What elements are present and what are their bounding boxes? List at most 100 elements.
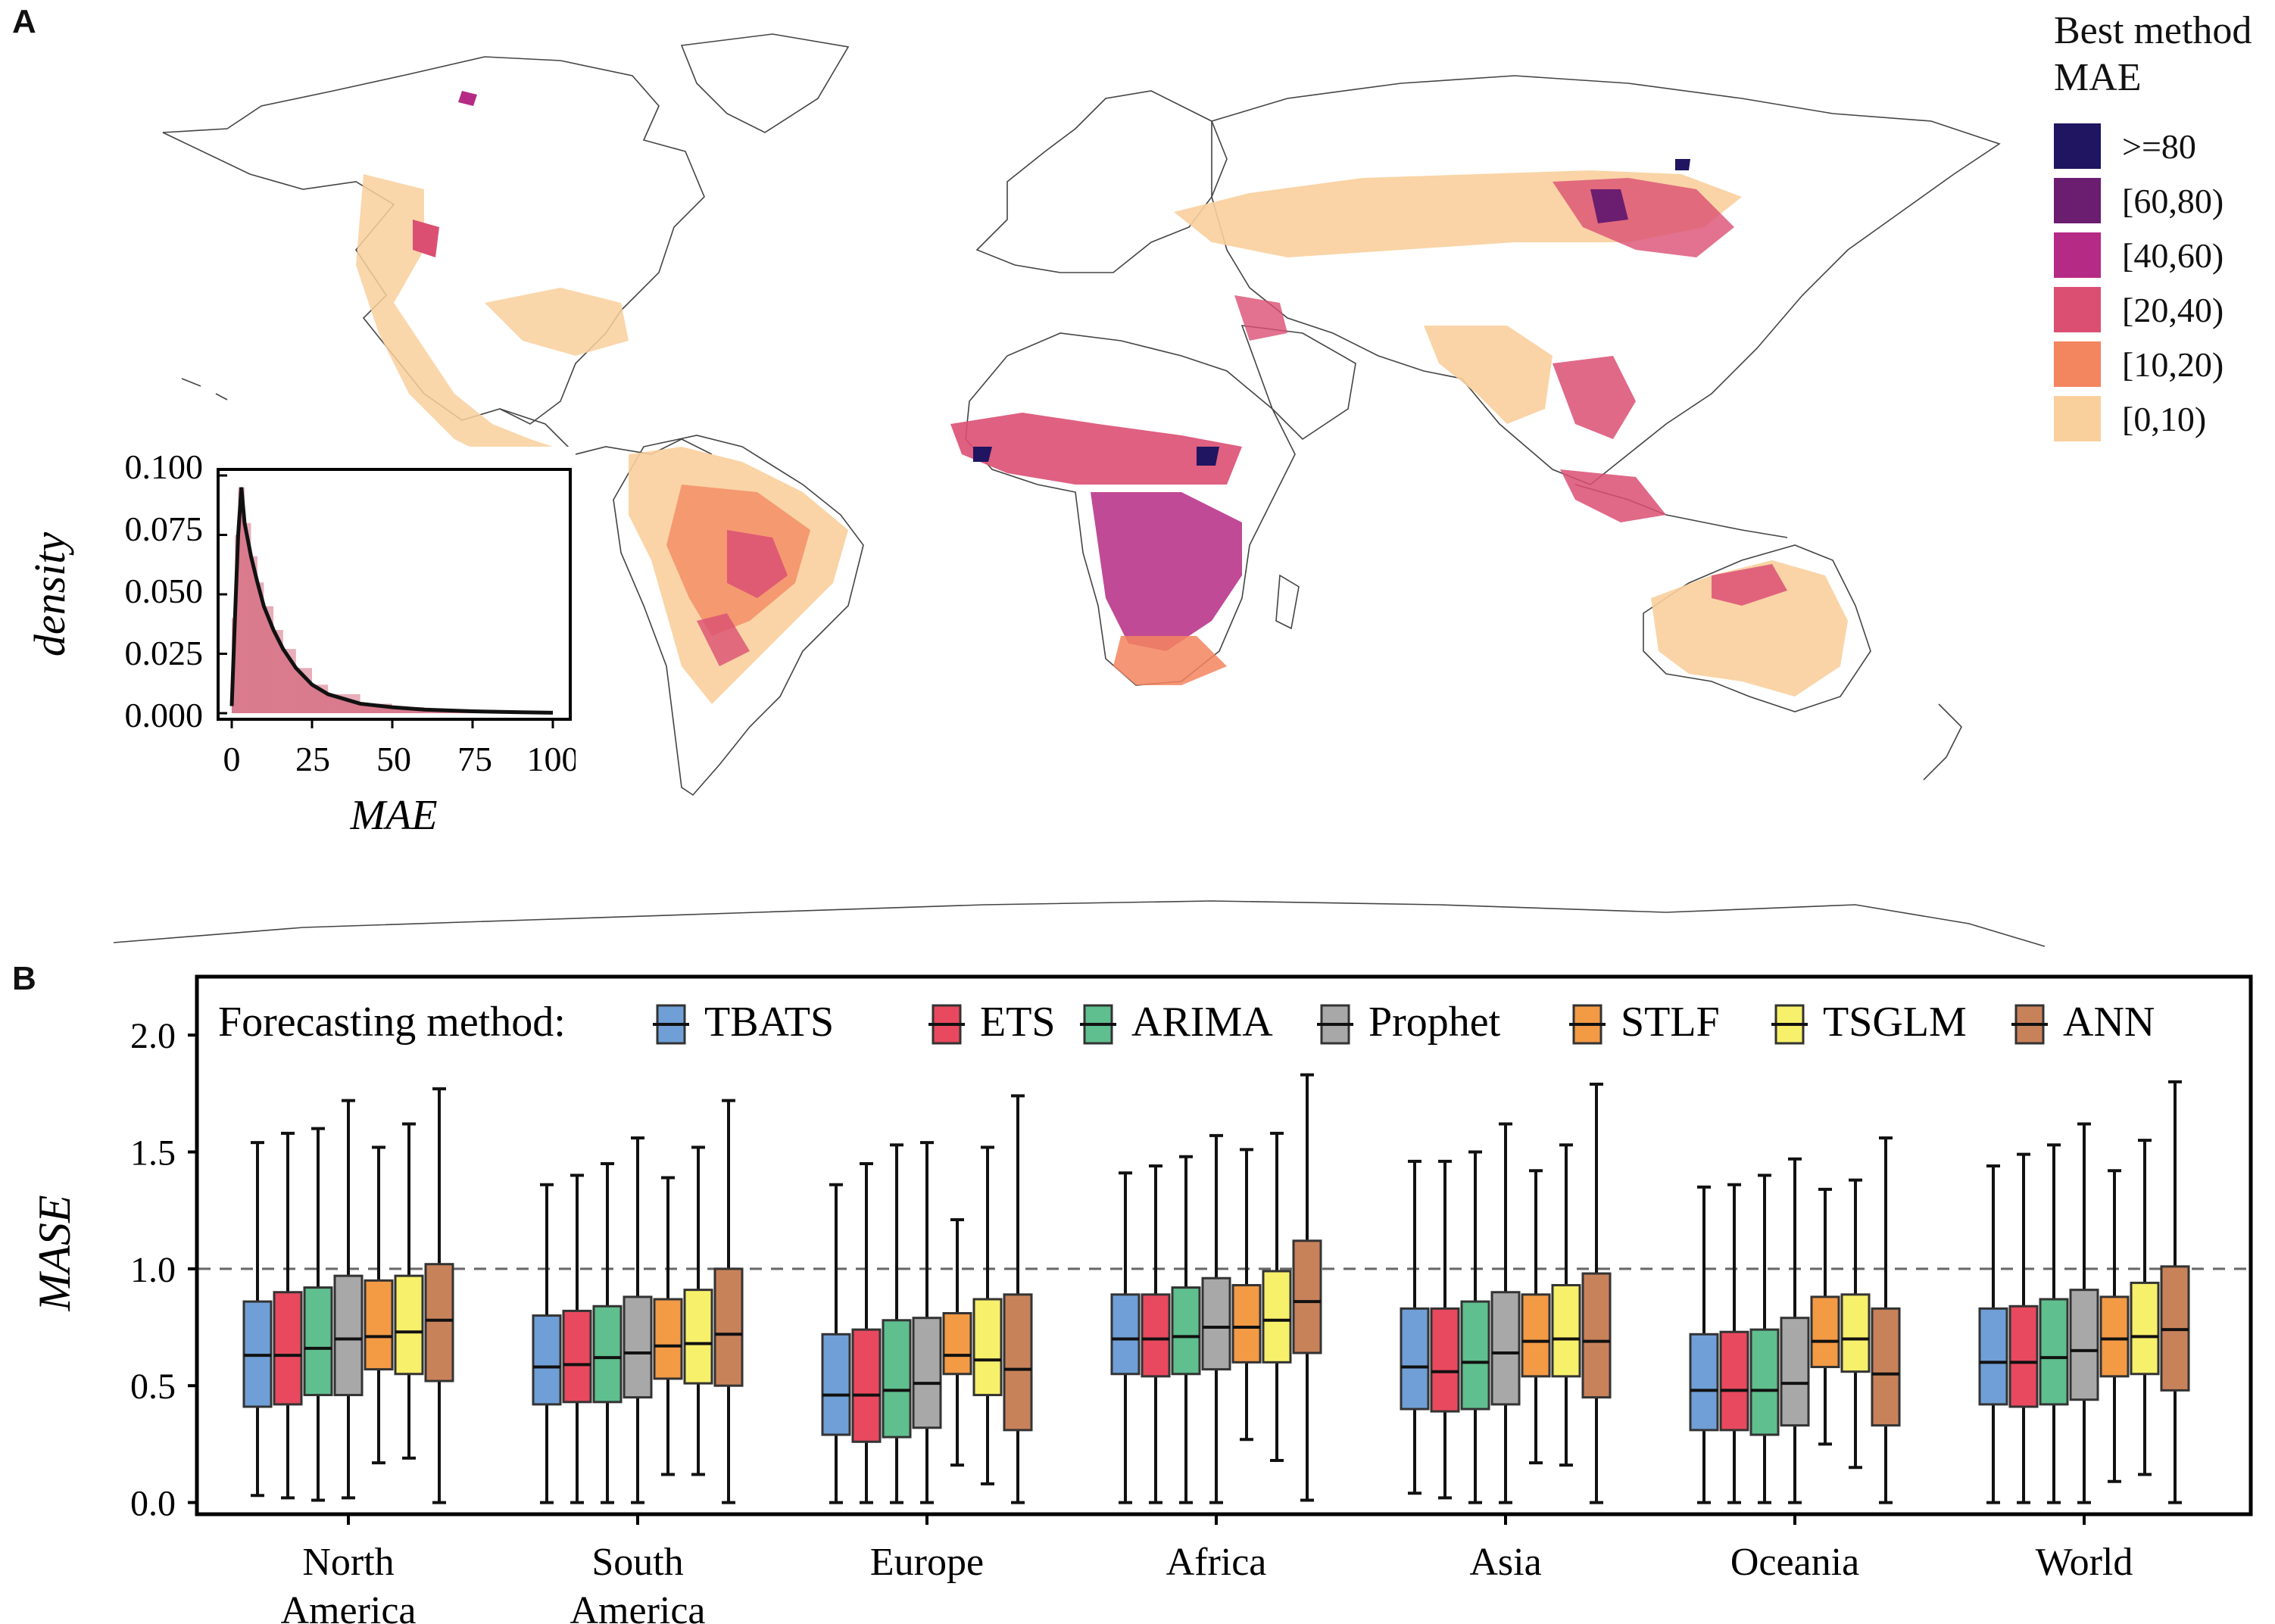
inset-x-axis-label: MAE <box>349 792 437 839</box>
legend-swatch <box>2054 178 2101 223</box>
inset-x-tick-label: 0 <box>223 740 241 778</box>
mae-region-se-asia <box>1553 356 1636 439</box>
x-tick-label: Europe <box>870 1541 984 1584</box>
inset-x-tick-label: 100 <box>527 740 576 778</box>
box <box>1231 1283 1262 1364</box>
boxplot-series <box>242 1073 2190 1504</box>
mae-region-indonesia <box>1560 469 1666 522</box>
x-tick-label: Africa <box>1166 1541 1267 1584</box>
y-tick-label: 0.5 <box>130 1367 176 1407</box>
inset-y-ticks: 0.100 0.075 0.050 0.025 0.000 <box>125 447 204 734</box>
x-tick-label: Oceania <box>1730 1541 1859 1584</box>
box <box>882 1319 912 1439</box>
box <box>1551 1283 1581 1378</box>
legend-swatch <box>2054 123 2101 169</box>
mae-region-india <box>1424 326 1553 424</box>
legend-swatch <box>2054 396 2101 441</box>
box <box>562 1309 592 1404</box>
mae-region-australia-north <box>1712 564 1787 606</box>
box <box>1780 1317 1810 1427</box>
x-tick-label: America <box>280 1589 416 1624</box>
legend-label: [0,10) <box>2122 399 2207 438</box>
inset-y-axis-label: density <box>25 532 74 657</box>
arabia-outline <box>1240 325 1356 441</box>
boxplot-legend-title: Forecasting method: <box>218 999 566 1046</box>
box <box>821 1333 851 1436</box>
mae-overlay <box>356 91 1848 704</box>
mase-boxplot-chart: 0.0 0.5 1.0 1.5 2.0 MASE Forecasting method:… <box>30 974 2253 1624</box>
mae-region-central-asia-max <box>1590 189 1628 223</box>
asia-outline <box>1211 75 2001 485</box>
box <box>424 1263 454 1382</box>
box <box>972 1298 1003 1397</box>
density-curve <box>229 487 554 715</box>
africa-outline <box>965 332 1296 686</box>
x-tick-label: Asia <box>1469 1541 1541 1584</box>
inset-y-tick-label: 0.025 <box>125 634 204 672</box>
boxplot-axes: 0.0 0.5 1.0 1.5 2.0 <box>130 1016 2249 1525</box>
inset-x-tick-label: 75 <box>457 740 492 778</box>
inset-x-ticks: 0 25 50 75 100 <box>223 740 576 778</box>
mae-region-na-hotspot-2 <box>458 91 477 106</box>
mae-region-siberia-max <box>1675 159 1690 170</box>
inset-background <box>0 447 576 840</box>
mae-region-sa-hot <box>727 530 788 598</box>
box <box>2069 1289 2099 1401</box>
legend-swatch <box>2054 341 2101 387</box>
mae-region-middle-east <box>1234 295 1287 341</box>
y-tick-label: 1.0 <box>130 1250 176 1290</box>
mae-region-sa-hot-2 <box>697 613 750 666</box>
x-tick-label: World <box>2036 1541 2133 1584</box>
box <box>1840 1293 1871 1373</box>
australia-outline <box>1643 544 1871 712</box>
madagascar-outline <box>1275 574 1300 630</box>
box <box>1400 1307 1430 1410</box>
mae-region-na-west <box>356 174 576 477</box>
boxplot-x-tick-labels: North America South America Europe Africa Asia… <box>280 1541 2133 1624</box>
legend-label: ARIMA <box>1131 999 1273 1046</box>
box <box>1201 1276 1231 1371</box>
y-tick-label: 1.5 <box>130 1133 176 1174</box>
box <box>1110 1293 1141 1376</box>
box <box>1871 1307 1901 1427</box>
box <box>1810 1295 1840 1369</box>
legend-label: [60,80) <box>2122 181 2224 220</box>
world-map <box>113 33 2046 947</box>
panel-b-label: B <box>12 960 36 997</box>
box <box>2099 1295 2130 1378</box>
mae-region-sahel-max-2 <box>1197 447 1219 466</box>
box <box>942 1312 972 1376</box>
legend-label: ANN <box>2063 999 2155 1046</box>
box <box>1521 1293 1551 1378</box>
legend-label: TSGLM <box>1823 999 1967 1046</box>
box <box>1490 1291 1521 1406</box>
mae-region-southern-africa <box>1113 636 1227 685</box>
map-legend-item: [20,40) <box>2054 286 2224 333</box>
legend-label: STLF <box>1621 999 1720 1046</box>
box <box>1003 1293 1033 1432</box>
inset-frame <box>217 468 572 721</box>
legend-label: TBATS <box>704 999 834 1046</box>
inset-y-tick-label: 0.100 <box>125 447 204 486</box>
boxplot-y-axis-label: MASE <box>30 1195 80 1311</box>
mae-region-na-hotspot <box>413 220 439 257</box>
box <box>2039 1298 2069 1406</box>
legend-swatch <box>2054 287 2101 332</box>
box <box>623 1295 653 1399</box>
x-tick-label: South <box>591 1541 683 1584</box>
map-legend-title-line-2: MAE <box>2054 56 2142 99</box>
box <box>333 1274 364 1397</box>
box <box>273 1291 303 1406</box>
map-legend-item: >=80 <box>2054 123 2196 170</box>
map-legend-item: [60,80) <box>2054 177 2224 224</box>
inset-plot-area <box>218 474 554 728</box>
x-tick-label: North <box>302 1541 394 1584</box>
inset-x-tick-label: 25 <box>295 740 330 778</box>
legend-label: [40,60) <box>2122 235 2224 275</box>
box <box>1430 1307 1460 1413</box>
y-tick-label: 2.0 <box>130 1016 176 1056</box>
map-legend-title-line-1: Best method <box>2054 9 2252 52</box>
antarctica-outline <box>113 900 2046 947</box>
mae-region-central-africa <box>1091 492 1242 651</box>
box <box>2008 1304 2039 1408</box>
